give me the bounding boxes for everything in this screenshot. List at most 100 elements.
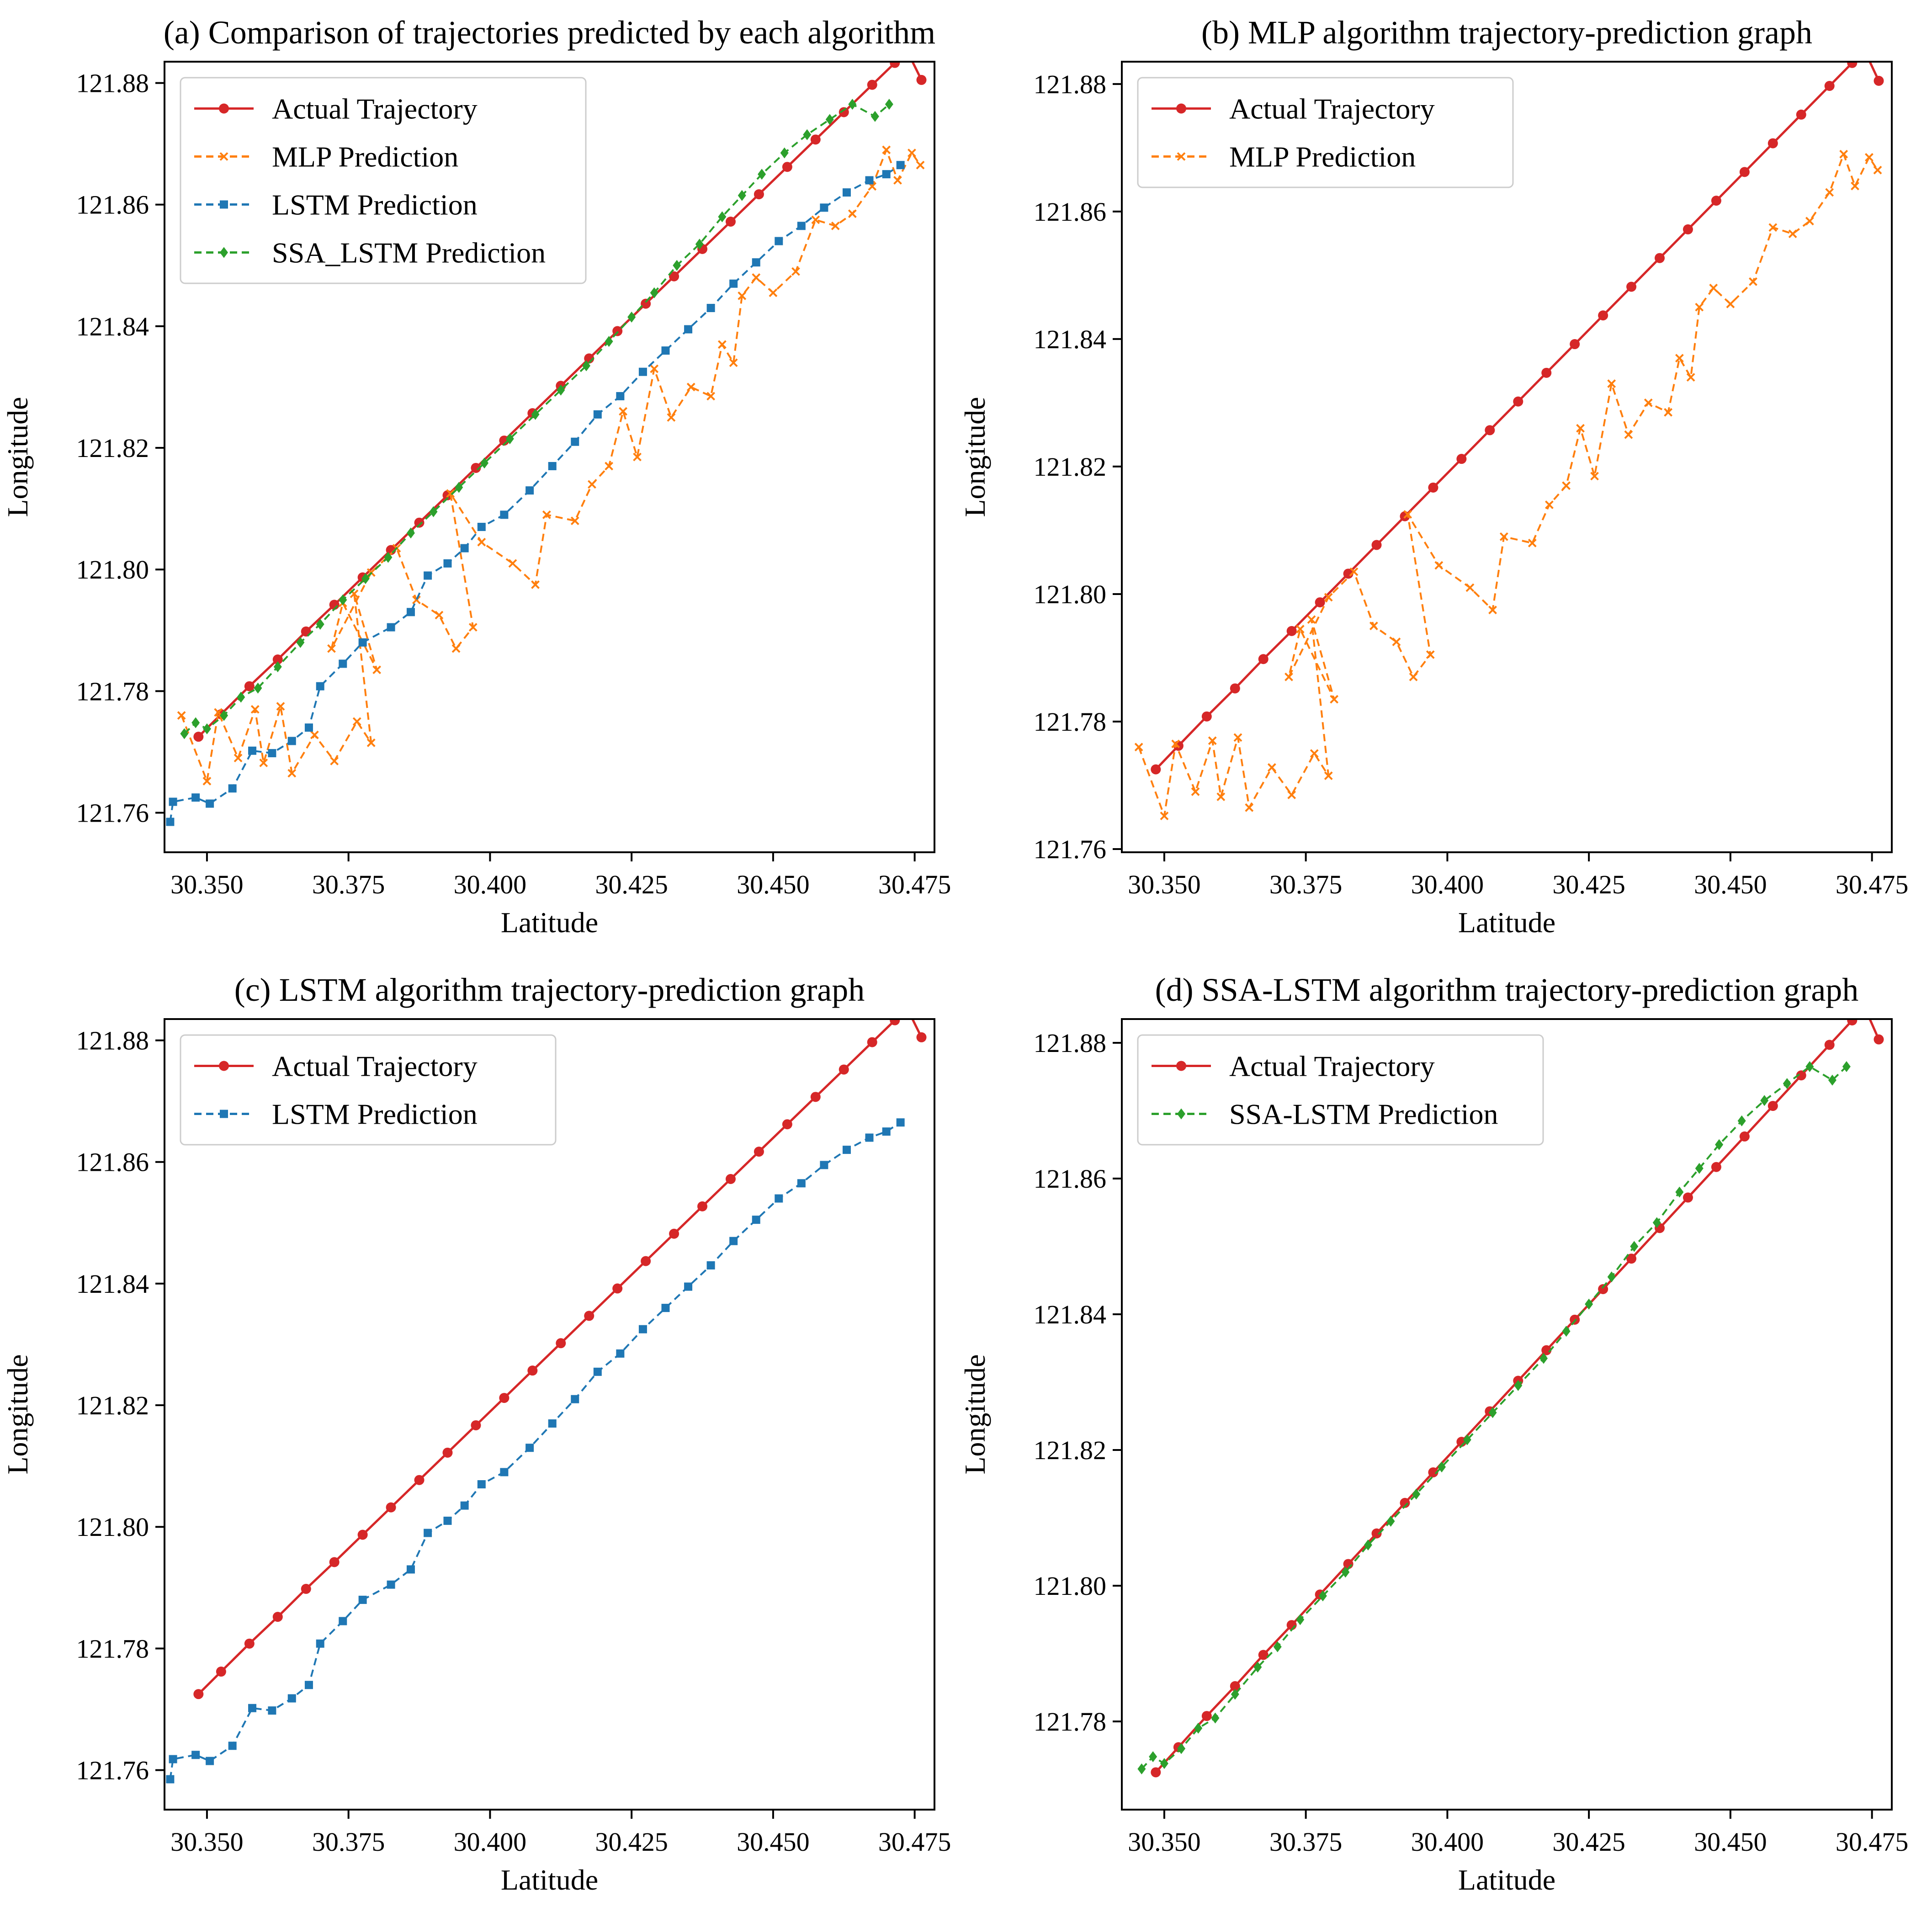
panel-a: (a) Comparison of trajectories predicted… <box>1 14 951 939</box>
data-point-mlp <box>542 510 551 519</box>
data-point-actual <box>1858 1000 1868 1010</box>
data-point-lstm <box>424 1529 432 1537</box>
data-point-mlp <box>1426 650 1435 659</box>
data-point-mlp <box>831 221 840 230</box>
data-point-actual <box>1767 138 1778 149</box>
data-point-lstm <box>287 1694 296 1703</box>
data-point-actual <box>669 271 679 281</box>
x-tick-label: 30.475 <box>878 870 951 899</box>
legend-item-actual: Actual Trajectory <box>194 1050 478 1083</box>
data-point-ssa <box>1341 1567 1350 1578</box>
data-point-actual <box>810 134 821 145</box>
data-point-lstm <box>706 1261 715 1269</box>
data-point-ssa <box>1514 1380 1523 1391</box>
data-point-ssa <box>1296 1614 1305 1625</box>
data-point-actual <box>1847 62 1858 68</box>
data-point-actual <box>1286 626 1297 636</box>
data-point-mlp <box>508 559 517 568</box>
data-point-mlp <box>1349 567 1359 576</box>
data-point-ssa <box>1160 1758 1168 1769</box>
data-point-ssa <box>1137 1763 1146 1774</box>
data-point-actual <box>244 681 255 691</box>
data-point-ssa <box>1149 1751 1157 1763</box>
data-point-mlp <box>531 580 540 589</box>
x-axis-label: Latitude <box>1458 906 1555 939</box>
legend-marker-mlp <box>219 152 228 161</box>
data-point-ssa <box>384 552 393 563</box>
data-point-ssa <box>1828 1074 1836 1086</box>
data-point-mlp <box>1709 283 1718 292</box>
data-point-ssa <box>1675 1186 1684 1198</box>
data-point-lstm <box>752 1216 760 1224</box>
data-point-actual <box>499 1393 510 1403</box>
data-point-ssa <box>758 169 766 180</box>
legend-label-actual: Actual Trajectory <box>1229 1050 1435 1083</box>
data-point-lstm <box>248 746 257 755</box>
data-point-lstm <box>842 1146 851 1154</box>
data-point-lstm <box>228 784 237 793</box>
legend-label-actual: Actual Trajectory <box>272 93 478 125</box>
data-point-ssa <box>1438 1461 1446 1473</box>
legend-marker-lstm <box>220 1110 228 1118</box>
data-point-ssa <box>191 717 200 728</box>
data-point-mlp <box>1392 637 1401 647</box>
data-point-mlp <box>791 267 800 276</box>
y-tick-label: 121.82 <box>76 1391 149 1420</box>
y-tick-label: 121.84 <box>76 1269 149 1299</box>
data-point-mlp <box>366 738 376 747</box>
data-point-ssa <box>1539 1353 1548 1364</box>
data-point-ssa <box>1805 1061 1814 1072</box>
data-point-mlp <box>1287 791 1296 799</box>
data-point-actual <box>1456 454 1467 464</box>
data-point-lstm <box>304 1681 313 1689</box>
y-tick-label: 121.88 <box>76 69 149 98</box>
data-point-ssa <box>1783 1078 1791 1089</box>
data-point-ssa <box>1364 1539 1372 1551</box>
data-point-ssa <box>1585 1298 1593 1310</box>
data-point-mlp <box>848 209 857 218</box>
legend-box <box>180 1034 557 1146</box>
data-point-ssa <box>180 728 189 739</box>
data-point-lstm <box>593 1367 602 1376</box>
series-lstm <box>166 161 905 826</box>
x-tick-label: 30.350 <box>1128 870 1201 899</box>
data-point-ssa <box>1652 1217 1661 1228</box>
data-point-actual <box>1874 75 1884 86</box>
data-point-mlp <box>1788 229 1797 239</box>
data-point-ssa <box>202 723 211 734</box>
legend-item-ssa: SSA_LSTM Prediction <box>194 237 546 269</box>
data-point-actual <box>414 1475 425 1485</box>
data-point-lstm <box>571 437 579 446</box>
data-point-mlp <box>1695 303 1704 312</box>
data-point-lstm <box>358 1595 367 1604</box>
legend: Actual Trajectory MLP Prediction LSTM Pred… <box>180 77 587 284</box>
x-tick-label: 30.400 <box>1411 870 1484 899</box>
data-point-ssa <box>1318 1590 1327 1602</box>
panel-title: (d) SSA-LSTM algorithm trajectory-predic… <box>1155 972 1859 1008</box>
data-point-actual <box>1230 1681 1240 1691</box>
legend-label-actual: Actual Trajectory <box>272 1050 478 1083</box>
legend-label-lstm: LSTM Prediction <box>272 1098 478 1131</box>
data-point-ssa <box>885 99 893 110</box>
data-point-mlp <box>908 149 916 158</box>
data-point-ssa <box>1194 1722 1203 1734</box>
data-point-ssa <box>673 260 681 271</box>
data-point-actual <box>1598 310 1608 321</box>
data-point-lstm <box>842 188 851 197</box>
data-point-lstm <box>616 392 625 400</box>
data-point-lstm <box>287 737 296 745</box>
data-point-ssa <box>220 710 228 721</box>
data-point-actual <box>867 80 877 90</box>
data-point-actual <box>1655 253 1665 263</box>
data-point-lstm <box>358 638 367 647</box>
y-tick-label: 121.78 <box>1034 707 1107 737</box>
data-point-mlp <box>633 452 642 462</box>
data-point-actual <box>1428 1467 1438 1477</box>
x-axis-label: Latitude <box>501 906 598 939</box>
data-point-mlp <box>706 392 716 401</box>
data-point-mlp <box>1409 672 1418 681</box>
data-point-mlp <box>477 537 486 547</box>
data-point-actual <box>901 1001 911 1011</box>
data-point-mlp <box>1171 739 1180 749</box>
